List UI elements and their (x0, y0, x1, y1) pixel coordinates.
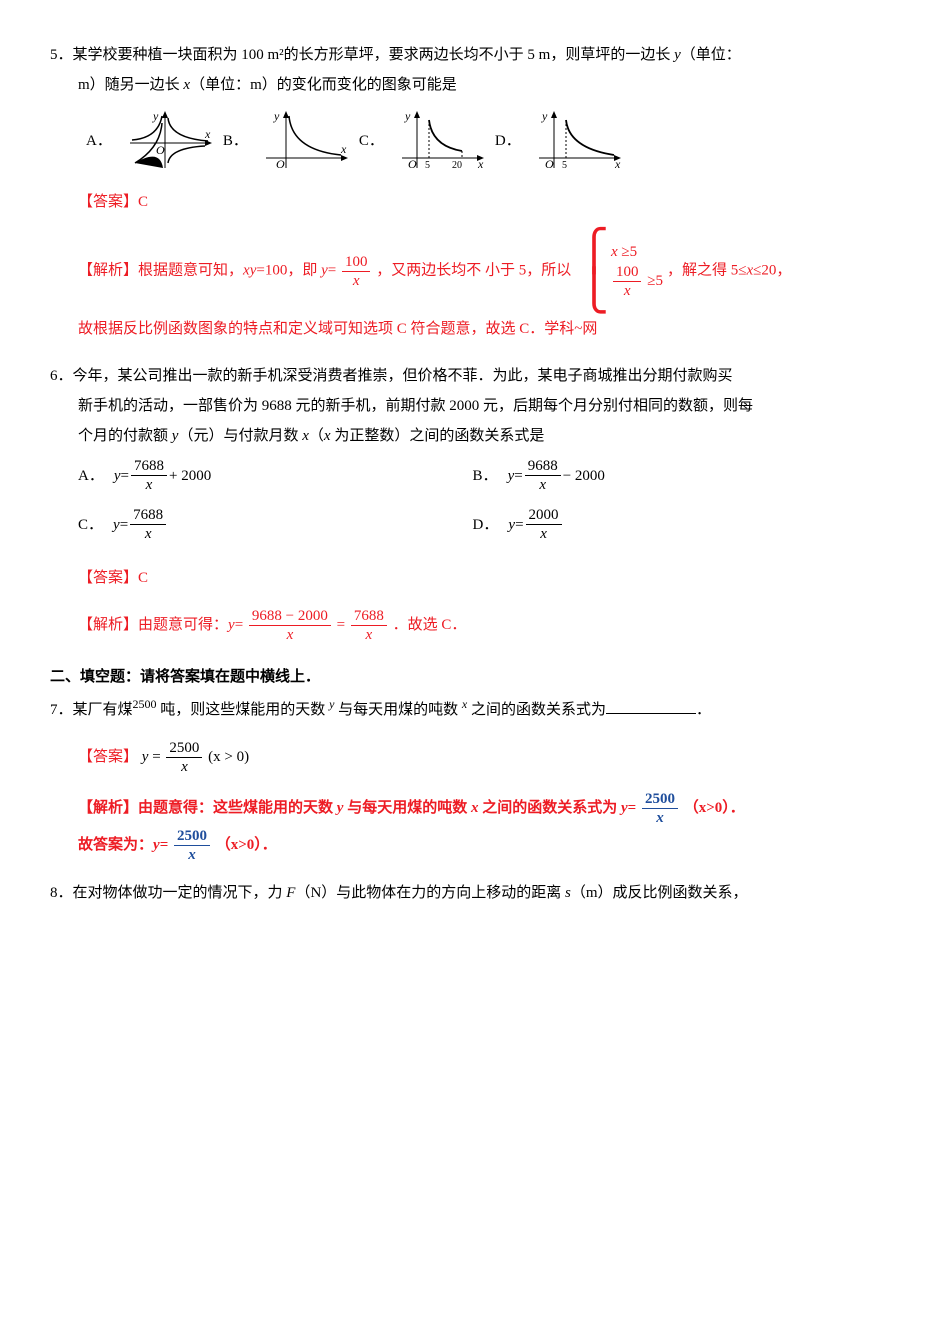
svg-text:x: x (340, 142, 347, 156)
q8-number: 8． (50, 885, 73, 901)
graph-b: y x O (256, 108, 351, 173)
q5-eq100: =100，即 (256, 262, 321, 278)
graph-a: y x O (120, 108, 215, 173)
svg-text:x: x (477, 157, 484, 171)
svg-text:x: x (204, 127, 211, 141)
svg-text:O: O (545, 157, 554, 171)
q5-answer: 【答案】C (50, 187, 900, 217)
graph-c: y x O 5 20 (392, 108, 487, 173)
q5-text-d: （单位：m）的变化而变化的图象可能是 (190, 77, 457, 93)
q5-explain: 【解析】根据题意可知，xy=100，即 y= 100x ，又两边长均不 小于 5… (50, 231, 900, 347)
q7-explain-label: 【解析】 (78, 800, 138, 816)
q6-number: 6． (50, 368, 73, 384)
q6-choices: A． y = 7688x + 2000 B． y = 9688x − 2000 … (50, 451, 900, 549)
q5-y2: y (321, 262, 328, 278)
svg-text:y: y (152, 109, 159, 123)
q6-choice-b: B． y = 9688x − 2000 (473, 457, 868, 494)
q6-choice-c: C． y = 7688x (78, 506, 473, 543)
q6-text-a: 今年，某公司推出一款的新手机深受消费者推崇，但价格不菲．为此，某电子商城推出分 (73, 368, 658, 384)
question-8: 8．在对物体做功一定的情况下，力 F（N）与此物体在力的方向上移动的距离 s（m… (50, 878, 900, 908)
q5-explain-b: ，又两边长均不 小于 5，所以 (372, 262, 575, 278)
q5-answer-value: C (138, 194, 148, 210)
svg-text:5: 5 (562, 160, 567, 171)
q5-frac-100x: 100x (342, 253, 371, 290)
q5-explain-d: ≤20， (753, 262, 791, 278)
q5-opt-a: A． (86, 126, 112, 156)
q6-explain: 【解析】由题意可得：y= 9688 − 2000x = 7688x ．故选 C． (50, 607, 900, 644)
q6-text-b: 期付款购买 (658, 368, 733, 384)
q5-opt-c: C． (359, 126, 384, 156)
q5-y: y (674, 47, 681, 63)
q7-answer-label: 【答案】 (78, 749, 138, 765)
q5-text-c: m）随另一边长 (78, 77, 183, 93)
svg-text:y: y (404, 109, 411, 123)
q5-options: A． y x O B． y x O C． (50, 108, 900, 173)
brace-icon: ⎧⎩ (579, 231, 609, 311)
q5-explain-label: 【解析】 (78, 262, 138, 278)
q5-answer-label: 【答案】 (78, 194, 138, 210)
q5-text-a: 某学校要种植一块面积为 100 m²的长方形草坪，要求两边长均不小于 5 m，则… (73, 47, 675, 63)
q5-opt-d: D． (495, 126, 521, 156)
svg-text:O: O (276, 157, 285, 171)
q5-line2: m）随另一边长 x（单位：m）的变化而变化的图象可能是 (50, 70, 900, 100)
section-2-header: 二、填空题：请将答案填在题中横线上． (50, 662, 900, 692)
question-6: 6．今年，某公司推出一款的新手机深受消费者推崇，但价格不菲．为此，某电子商城推出… (50, 361, 900, 644)
q5-explain-a: 根据题意可知， (138, 262, 243, 278)
q6-answer-value: C (138, 570, 148, 586)
q7-number: 7． (50, 702, 73, 718)
q5-xy: xy (243, 262, 256, 278)
q6-answer: 【答案】C (50, 563, 900, 593)
q5-system: ⎧⎩ x ≥5 100x ≥5 (579, 231, 663, 311)
q6-explain-label: 【解析】 (78, 617, 138, 633)
q6-answer-label: 【答案】 (78, 570, 138, 586)
question-5: 5．某学校要种植一块面积为 100 m²的长方形草坪，要求两边长均不小于 5 m… (50, 40, 900, 347)
svg-text:O: O (156, 143, 165, 157)
q7-explain: 【解析】由题意得：这些煤能用的天数 y 与每天用煤的吨数 x 之间的函数关系式为… (50, 790, 900, 864)
graph-d: y x O 5 (529, 108, 624, 173)
svg-text:20: 20 (452, 160, 462, 171)
q7-answer: 【答案】 y = 2500x (x > 0) (50, 739, 900, 776)
svg-text:y: y (541, 109, 548, 123)
svg-text:O: O (408, 157, 417, 171)
q6-choice-d: D． y = 2000x (473, 506, 868, 543)
svg-text:x: x (614, 157, 621, 171)
q6-line2: 新手机的活动，一部售价为 9688 元的新手机，前期付款 2000 元，后期每个… (50, 391, 900, 421)
q5-explain-c: ，解之得 5≤ (667, 262, 746, 278)
q5-eqeq: = (328, 262, 340, 278)
svg-text:5: 5 (425, 160, 430, 171)
q6-choice-a: A． y = 7688x + 2000 (78, 457, 473, 494)
q5-text-b: （单位： (681, 47, 741, 63)
q5-opt-b: B． (223, 126, 248, 156)
q5-number: 5． (50, 47, 73, 63)
fill-blank[interactable] (606, 699, 696, 714)
q5-explain-e: 故根据反比例函数图象的特点和定义域可知选项 C 符合题意，故选 C．学科~网 (78, 311, 900, 347)
q6-line3: 个月的付款额 y（元）与付款月数 x（x 为正整数）之间的函数关系式是 (50, 421, 900, 451)
svg-text:y: y (273, 109, 280, 123)
question-7: 7．某厂有煤2500 吨，则这些煤能用的天数 y 与每天用煤的吨数 x 之间的函… (50, 692, 900, 864)
